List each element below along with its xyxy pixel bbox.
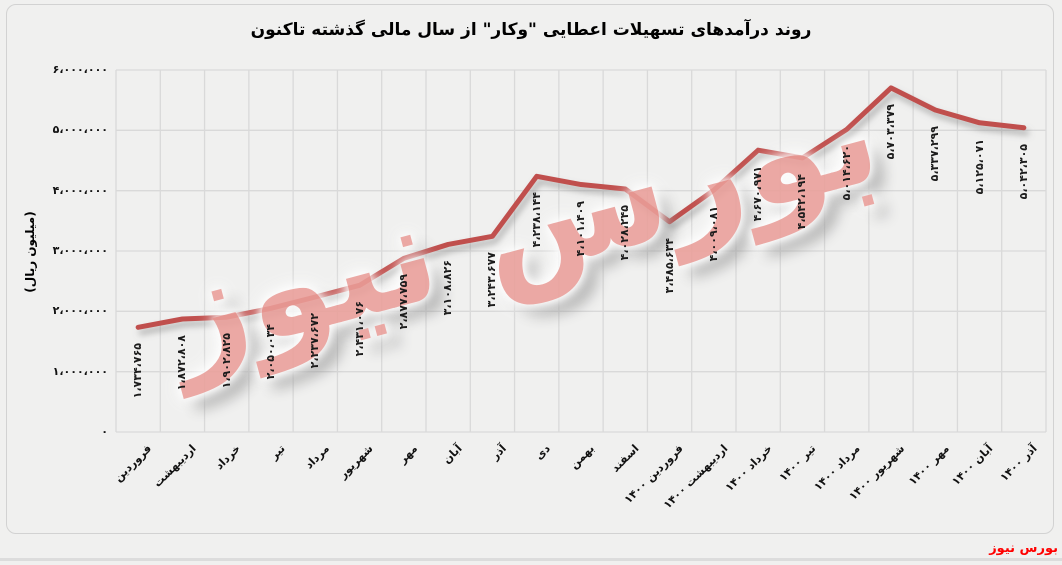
revenue-series-line xyxy=(135,85,1027,330)
chart-title: روند درآمدهای تسهیلات اعطایی "وکار" از س… xyxy=(250,20,812,40)
footer-brand-text: بورس نیوز xyxy=(989,541,1058,556)
y-axis-tick-label: ۱،۰۰۰،۰۰۰ xyxy=(52,364,108,378)
y-axis-tick-label: ۵،۰۰۰،۰۰۰ xyxy=(52,123,108,137)
y-axis-tick-label: ۳،۰۰۰،۰۰۰ xyxy=(52,244,108,257)
plot-gridlines xyxy=(115,69,1047,433)
y-axis-tick-label: ۲،۰۰۰،۰۰۰ xyxy=(52,304,108,318)
y-axis-tick-label: ۴،۰۰۰،۰۰۰ xyxy=(52,183,108,197)
footer-divider xyxy=(0,558,1062,561)
revenue-line xyxy=(135,85,1027,330)
y-axis-tick-label: ۶،۰۰۰،۰۰۰ xyxy=(52,63,108,76)
y-axis-tick-label: ۰ xyxy=(101,425,108,438)
